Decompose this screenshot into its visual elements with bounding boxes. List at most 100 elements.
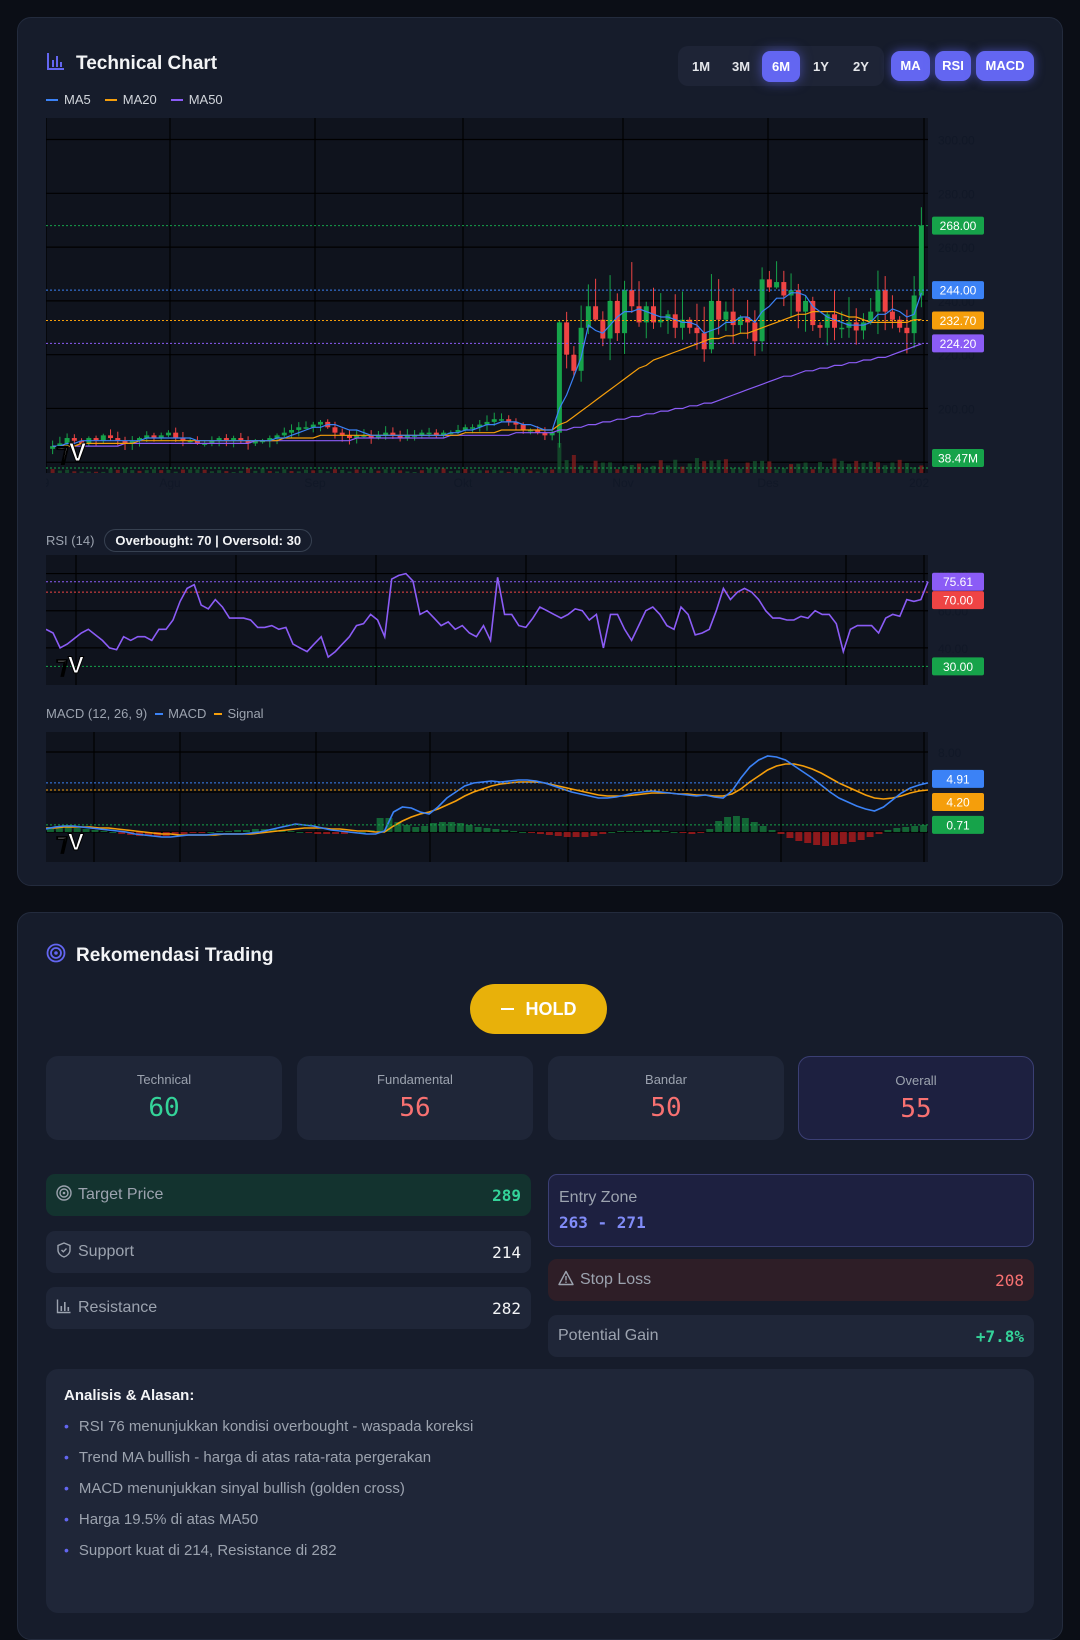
candle-body <box>296 427 302 430</box>
macd-chart[interactable]: 8.00 4.91 4.20 0.71 ⁊V <box>46 732 1046 877</box>
volume-bar <box>535 471 540 473</box>
volume-bar <box>383 469 388 473</box>
macd-histogram-bar <box>786 832 794 838</box>
macd-histogram-bar <box>519 832 527 833</box>
candle-body <box>803 300 809 312</box>
volume-bar <box>448 471 453 473</box>
volume-bar <box>890 462 895 473</box>
candle-body <box>520 424 526 430</box>
volume-bar <box>267 471 272 473</box>
macd-histogram-bar <box>697 832 705 833</box>
macd-histogram-bar <box>323 832 331 834</box>
volume-bar <box>101 471 106 473</box>
volume-bar <box>57 470 62 473</box>
price-level-label-bg <box>932 311 984 330</box>
macd-histogram-bar <box>447 822 455 832</box>
score-technical: Technical 60 <box>46 1056 282 1140</box>
candle-body <box>766 279 772 288</box>
volume-bar <box>463 468 468 473</box>
macd-histogram-bar <box>180 832 188 834</box>
macd-histogram-bar <box>100 831 108 832</box>
rsi-toggle-button[interactable]: RSI <box>935 51 971 81</box>
timeframe-2y-button[interactable]: 2Y <box>853 58 869 74</box>
volume-bar <box>622 465 627 473</box>
volume-bar <box>72 471 77 473</box>
macd-histogram-bar <box>234 830 241 832</box>
volume-bar <box>571 455 576 473</box>
candle-body <box>419 432 425 436</box>
volume-bar <box>419 470 424 473</box>
macd-histogram-bar <box>652 830 660 832</box>
price-chart[interactable]: 200.00220.00240.00260.00280.00300.00180.… <box>46 118 1046 493</box>
tradingview-logo-icon: ⁊V <box>56 652 84 679</box>
volume-bar <box>738 468 743 473</box>
ma5-line <box>52 292 922 447</box>
volume-bar <box>246 468 251 473</box>
macd-histogram-bar <box>341 832 348 834</box>
candle-body <box>679 319 685 328</box>
volume-bar <box>123 468 128 473</box>
volume-bar <box>752 461 757 473</box>
volume-bar <box>687 463 692 473</box>
candle-body <box>303 427 309 429</box>
candle-body <box>187 440 193 443</box>
candle-body <box>50 446 56 449</box>
target-icon <box>46 943 66 969</box>
timeframe-1m-button[interactable]: 1M <box>691 58 711 74</box>
ma-toggle-button[interactable]: MA <box>891 51 930 81</box>
price-x-tick: Des <box>757 476 778 490</box>
candle-body <box>781 282 787 296</box>
volume-bar <box>130 470 135 473</box>
candle-body <box>426 432 432 435</box>
macd-value-label-bg <box>932 769 984 788</box>
price-x-tick: Nov <box>612 476 633 490</box>
volume-bar <box>550 469 555 473</box>
candle-body <box>593 306 599 320</box>
volume-bar <box>919 465 924 473</box>
macd-histogram-bar <box>510 831 518 832</box>
volume-bar <box>767 461 772 473</box>
macd-histogram-bar <box>492 829 500 832</box>
score-fundamental: Fundamental 56 <box>297 1056 533 1140</box>
macd-histogram-bar <box>617 831 625 832</box>
macd-histogram-bar <box>822 832 829 846</box>
candle-body <box>839 327 845 330</box>
macd-histogram-bar <box>679 832 687 833</box>
analysis-item: • Support kuat di 214, Resistance di 282 <box>64 1542 337 1559</box>
volume-bar <box>513 468 518 473</box>
volume-bar <box>789 464 794 473</box>
bar-chart-icon <box>46 51 66 77</box>
rsi-oversold-label-bg <box>932 657 984 676</box>
timeframe-6m-button[interactable]: 6M <box>762 50 800 82</box>
volume-bar <box>94 471 99 473</box>
volume-bar <box>434 469 439 473</box>
candle-body <box>694 327 700 334</box>
macd-histogram-bar <box>839 832 847 844</box>
volume-bar <box>470 469 475 473</box>
volume-bar <box>818 462 823 473</box>
volume-bar <box>781 468 786 473</box>
macd-toggle-button[interactable]: MACD <box>976 51 1034 81</box>
volume-bar <box>318 470 323 473</box>
volume-bar <box>144 470 149 473</box>
macd-histogram-bar <box>848 832 856 842</box>
macd-histogram-bar <box>831 832 838 845</box>
support-row: Support 214 <box>46 1231 531 1273</box>
timeframe-1y-button[interactable]: 1Y <box>813 58 829 74</box>
candle-body <box>383 432 389 436</box>
volume-bar <box>361 470 366 473</box>
minus-icon <box>500 1008 514 1010</box>
volume-bar <box>825 469 830 473</box>
candle-body <box>774 282 780 288</box>
candle-body <box>354 435 360 439</box>
volume-bar <box>586 469 591 473</box>
entry-zone-box: Entry Zone 263 - 271 <box>548 1174 1034 1247</box>
candle-body <box>897 319 903 328</box>
price-x-tick: 9 <box>46 476 50 490</box>
analysis-list: • RSI 76 menunjukkan kondisi overbought -… <box>64 1418 1016 1573</box>
timeframe-3m-button[interactable]: 3M <box>731 58 751 74</box>
target-price-row: Target Price 289 <box>46 1174 531 1216</box>
candle-body <box>600 319 606 339</box>
score-overall: Overall 55 <box>798 1056 1034 1140</box>
